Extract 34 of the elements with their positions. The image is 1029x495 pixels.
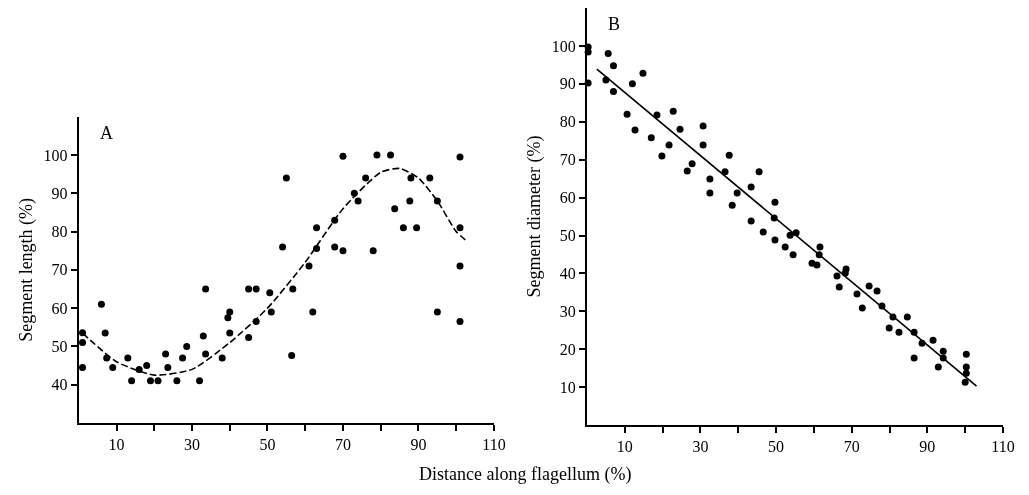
y-tick-label: 60 bbox=[559, 189, 576, 207]
y-tick-label: 100 bbox=[43, 146, 68, 164]
x-tick-label: 70 bbox=[843, 438, 860, 456]
y-tick-label: 80 bbox=[51, 223, 68, 241]
y-tick-label: 50 bbox=[51, 338, 68, 356]
x-tick-label: 50 bbox=[768, 438, 785, 456]
chart-title: A bbox=[100, 123, 113, 143]
x-tick-label: 90 bbox=[410, 436, 427, 454]
y-axis-title: Segment diameter (%) bbox=[524, 135, 546, 298]
x-tick-label: 30 bbox=[184, 436, 200, 454]
y-tick-label: 70 bbox=[559, 151, 576, 169]
y-tick-label: 50 bbox=[559, 227, 576, 245]
x-tick-label: 30 bbox=[692, 438, 709, 456]
y-tick-label: 20 bbox=[559, 340, 576, 358]
y-tick-label: 40 bbox=[559, 265, 576, 283]
x-tick-label: 50 bbox=[259, 436, 276, 454]
y-tick-label: 30 bbox=[559, 302, 576, 320]
x-tick-label: 90 bbox=[919, 438, 936, 456]
x-tick-label: 10 bbox=[108, 436, 125, 454]
chart-title: B bbox=[608, 14, 621, 34]
x-tick-label: 70 bbox=[334, 436, 351, 454]
x-axis-title: Distance along flagellum (%) bbox=[419, 464, 632, 485]
y-tick-label: 70 bbox=[51, 261, 68, 279]
y-tick-label: 90 bbox=[51, 184, 68, 202]
x-tick-label: 110 bbox=[482, 436, 506, 454]
x-tick-label: 110 bbox=[991, 438, 1015, 456]
y-tick-label: 90 bbox=[559, 75, 576, 93]
y-axis-title: Segment length (%) bbox=[16, 197, 38, 342]
y-tick-label: 40 bbox=[51, 376, 68, 394]
y-tick-label: 10 bbox=[559, 378, 576, 396]
x-tick-label: 10 bbox=[616, 438, 633, 456]
y-tick-label: 80 bbox=[559, 113, 576, 131]
y-tick-label: 100 bbox=[551, 37, 576, 55]
y-tick-label: 60 bbox=[51, 299, 68, 317]
